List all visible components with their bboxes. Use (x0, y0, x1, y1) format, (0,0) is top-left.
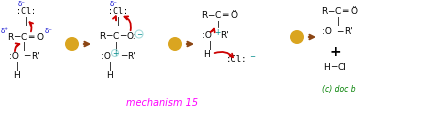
Text: |: | (25, 17, 28, 26)
Text: :O: :O (322, 27, 332, 36)
Text: ..: .. (232, 8, 236, 13)
Text: ..: .. (352, 4, 356, 9)
Text: (c) doc b: (c) doc b (322, 85, 356, 94)
Text: mechanism 15: mechanism 15 (126, 97, 198, 107)
Text: C: C (335, 7, 341, 16)
Text: H: H (323, 63, 330, 72)
Text: ─: ─ (337, 27, 343, 36)
Text: ..: .. (325, 24, 329, 29)
Text: ═: ═ (342, 7, 348, 16)
Circle shape (248, 53, 256, 60)
Text: Ö: Ö (351, 7, 357, 16)
Text: H: H (14, 71, 20, 80)
Text: |: | (116, 17, 119, 26)
Text: R': R' (31, 52, 40, 61)
Text: +: + (214, 28, 220, 37)
Text: ═: ═ (28, 33, 34, 42)
Text: |: | (337, 17, 340, 26)
Text: :Cl:: :Cl: (226, 55, 248, 64)
Text: C: C (21, 33, 27, 42)
Text: H: H (204, 50, 210, 59)
Text: δ⁻: δ⁻ (18, 1, 26, 7)
Text: ─: ─ (106, 32, 112, 41)
Text: :O: :O (101, 52, 111, 61)
Text: ─: ─ (208, 11, 214, 20)
Text: ─: ─ (120, 32, 126, 41)
Text: :O: :O (202, 31, 212, 40)
Text: R: R (201, 11, 207, 20)
Circle shape (65, 38, 79, 52)
Text: +: + (112, 49, 118, 58)
Text: R': R' (345, 27, 353, 36)
Text: |: | (16, 62, 18, 71)
Text: ①: ① (68, 40, 76, 49)
Text: |: | (108, 62, 111, 71)
Text: δ⁺: δ⁺ (1, 28, 9, 34)
Text: C: C (113, 32, 119, 41)
Text: ─: ─ (332, 63, 337, 72)
Text: ─: ─ (121, 52, 127, 61)
Text: :Cl:: :Cl: (16, 7, 36, 16)
Text: ═: ═ (222, 11, 228, 20)
Text: |: | (217, 21, 219, 30)
Text: +: + (329, 45, 341, 59)
Text: Cl: Cl (337, 63, 346, 72)
Text: ─: ─ (24, 52, 30, 61)
Text: ③: ③ (293, 33, 301, 42)
Text: δ⁻: δ⁻ (45, 28, 53, 34)
Text: ─: ─ (137, 32, 141, 38)
Text: |: | (209, 41, 211, 50)
Text: R: R (99, 32, 105, 41)
Text: O: O (37, 33, 43, 42)
Text: |: | (23, 42, 26, 51)
Text: :Cl:: :Cl: (108, 7, 128, 16)
Text: ..: .. (38, 30, 42, 35)
Text: R': R' (221, 31, 230, 40)
Text: R: R (321, 7, 327, 16)
Text: Ö: Ö (230, 11, 238, 20)
Text: ②: ② (171, 40, 179, 49)
Text: ─: ─ (328, 7, 334, 16)
Text: δ⁻: δ⁻ (110, 1, 118, 7)
Text: ─: ─ (14, 33, 20, 42)
Text: R: R (7, 33, 13, 42)
Text: R': R' (128, 52, 136, 61)
Text: |: | (115, 42, 117, 51)
Text: O:: O: (126, 32, 136, 41)
Circle shape (213, 29, 221, 36)
Text: H: H (107, 71, 113, 80)
Text: ─: ─ (250, 54, 254, 59)
Circle shape (168, 38, 182, 52)
Text: C: C (215, 11, 221, 20)
Circle shape (290, 31, 304, 45)
Text: :O: :O (9, 52, 19, 61)
